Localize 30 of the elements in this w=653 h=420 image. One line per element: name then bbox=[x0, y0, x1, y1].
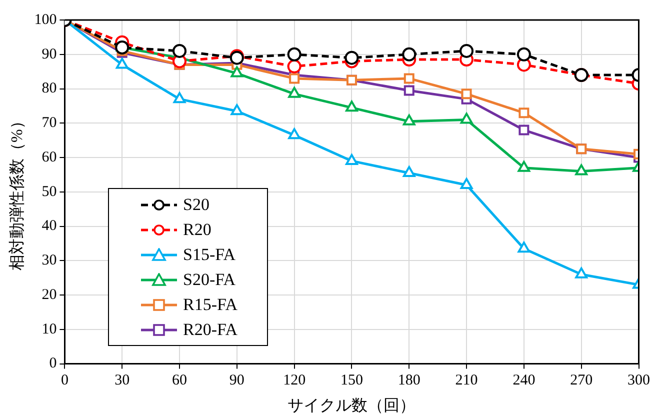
x-axis-title: サイクル数（回） bbox=[288, 398, 416, 415]
x-tick-label: 90 bbox=[229, 372, 244, 389]
x-tick-label: 270 bbox=[570, 372, 593, 389]
x-tick-label: 180 bbox=[398, 372, 420, 389]
y-tick-label: 50 bbox=[42, 184, 57, 200]
legend-label: R20-FA bbox=[183, 320, 238, 340]
y-tick-label: 100 bbox=[34, 12, 57, 28]
y-tick-label: 60 bbox=[42, 149, 57, 166]
legend-label: S20-FA bbox=[183, 270, 236, 290]
y-axis-title: 相対動弾性係数（%） bbox=[8, 113, 26, 271]
x-tick-label: 120 bbox=[283, 372, 306, 389]
x-tick-label: 240 bbox=[512, 372, 536, 389]
x-tick-label: 210 bbox=[455, 372, 478, 389]
y-tick-label: 10 bbox=[42, 321, 57, 338]
legend-label: S20 bbox=[183, 194, 210, 214]
y-tick-label: 70 bbox=[42, 115, 57, 132]
y-tick-label: 0 bbox=[49, 356, 57, 372]
legend-label: S15-FA bbox=[183, 244, 236, 264]
y-tick-label: 80 bbox=[42, 80, 57, 97]
x-tick-label: 150 bbox=[340, 372, 363, 389]
x-tick-label: 300 bbox=[628, 372, 650, 389]
x-tick-label: 60 bbox=[172, 372, 188, 389]
y-tick-label: 20 bbox=[42, 286, 57, 303]
x-tick-label: 30 bbox=[114, 372, 130, 389]
y-tick-label: 30 bbox=[42, 252, 57, 269]
legend-label: R15-FA bbox=[183, 294, 238, 314]
y-tick-label: 90 bbox=[42, 46, 57, 62]
y-tick-label: 40 bbox=[42, 218, 57, 234]
legend-label: R20 bbox=[183, 220, 212, 240]
x-tick-label: 0 bbox=[60, 372, 68, 389]
